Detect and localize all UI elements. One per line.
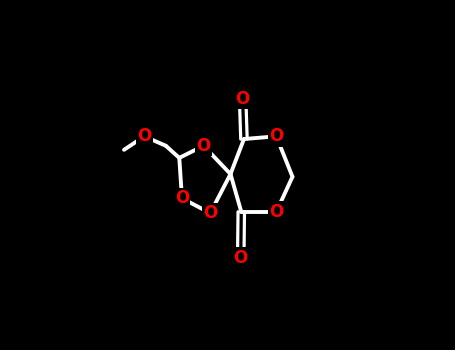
Text: O: O: [233, 248, 248, 267]
Text: O: O: [203, 204, 217, 222]
Text: O: O: [236, 90, 250, 107]
Text: O: O: [197, 137, 211, 155]
Text: O: O: [269, 203, 283, 221]
Text: O: O: [175, 189, 189, 207]
Text: O: O: [137, 127, 152, 145]
Text: O: O: [269, 127, 283, 145]
